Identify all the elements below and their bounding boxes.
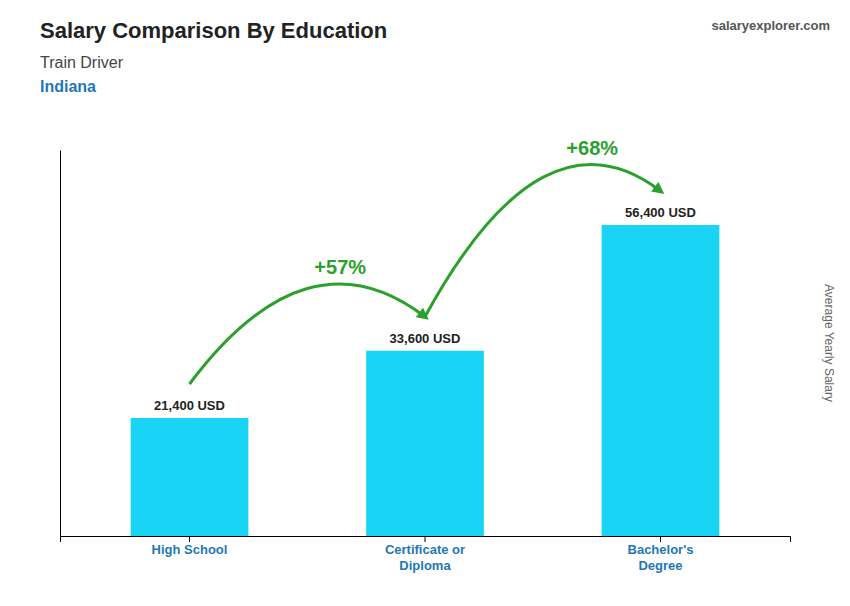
- plot: High School Certificate orDiploma Bachelor…: [61, 137, 791, 573]
- bar: [602, 225, 720, 536]
- x-tick-label-line: Bachelor's: [628, 542, 694, 557]
- data-label: 56,400 USD: [625, 205, 696, 220]
- x-axis-line: [61, 537, 791, 543]
- arrow: [190, 284, 425, 384]
- bar: [366, 351, 484, 536]
- title: Salary Comparison By Education: [40, 18, 387, 43]
- bars: [131, 225, 720, 536]
- subtitle: Train Driver: [40, 54, 124, 71]
- y-axis: [60, 151, 61, 537]
- x-tick-mark: [660, 536, 661, 542]
- x-tick-mark: [425, 536, 426, 542]
- x-tick-label-line: High School: [152, 542, 228, 557]
- data-label: 33,600 USD: [390, 331, 461, 346]
- annotation: +68%: [566, 137, 618, 159]
- y-axis-label: Average Yearly Salary: [822, 284, 836, 402]
- y-axis-line: [60, 151, 61, 537]
- x-axis: High School Certificate orDiploma Bachelor…: [61, 536, 791, 573]
- source: salaryexplorer.com: [711, 18, 830, 33]
- arrow: [425, 164, 660, 316]
- x-tick: Bachelor'sDegree: [628, 536, 694, 573]
- bar: [131, 418, 249, 536]
- x-tick-label: Certificate orDiploma: [385, 542, 465, 573]
- x-tick-label-line: Certificate or: [385, 542, 465, 557]
- x-tick-mark: [189, 536, 190, 542]
- data-label: 21,400 USD: [154, 398, 225, 413]
- x-tick: Certificate orDiploma: [385, 536, 465, 573]
- subtitle: Indiana: [40, 78, 96, 95]
- x-tick-label: High School: [152, 542, 228, 557]
- chart: Salary Comparison By Education Train Driv…: [0, 0, 850, 606]
- x-tick: High School: [152, 536, 228, 557]
- annotation: +57%: [314, 256, 366, 278]
- x-tick-label-line: Diploma: [399, 558, 451, 573]
- x-tick-label-line: Degree: [638, 558, 682, 573]
- x-tick-label: Bachelor'sDegree: [628, 542, 694, 573]
